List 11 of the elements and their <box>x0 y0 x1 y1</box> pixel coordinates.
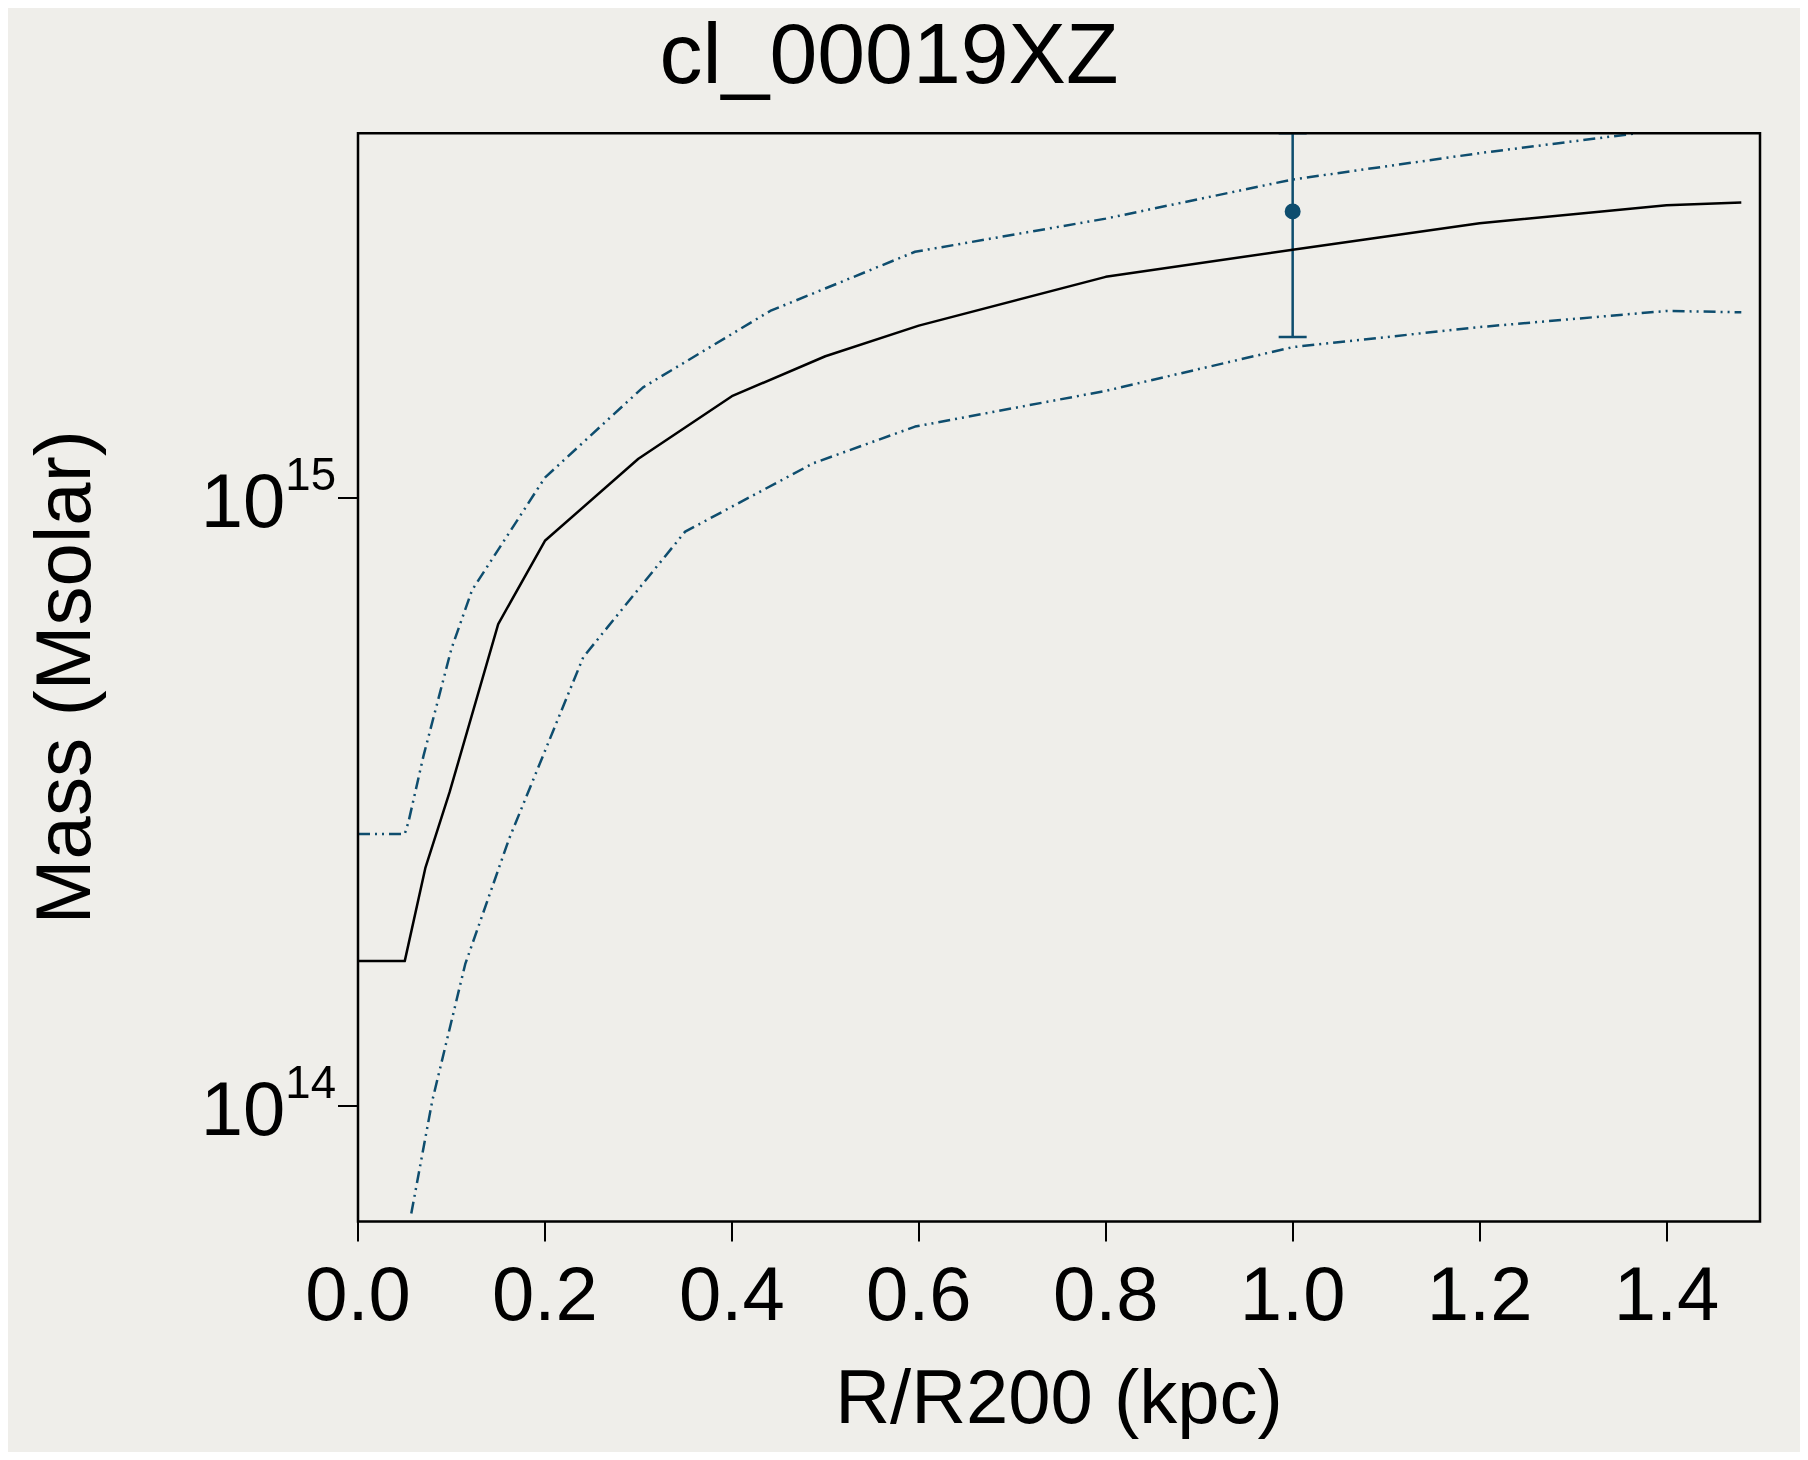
x-tick-label: 0.4 <box>679 1251 785 1337</box>
x-tick-label: 1.2 <box>1426 1251 1533 1337</box>
x-tick-label: 0.8 <box>1052 1251 1159 1337</box>
y-axis-title: Mass (Msolar) <box>19 430 108 925</box>
x-tick-label: 1.0 <box>1239 1251 1346 1337</box>
chart-title: cl_00019XZ <box>659 5 1119 102</box>
x-axis-title: R/R200 (kpc) <box>835 1354 1283 1440</box>
x-tick-label: 1.4 <box>1613 1251 1720 1337</box>
x-tick-label: 0.2 <box>492 1251 598 1337</box>
x-tick-label: 0.6 <box>865 1251 972 1337</box>
x-tick-label: 0.0 <box>305 1251 411 1337</box>
